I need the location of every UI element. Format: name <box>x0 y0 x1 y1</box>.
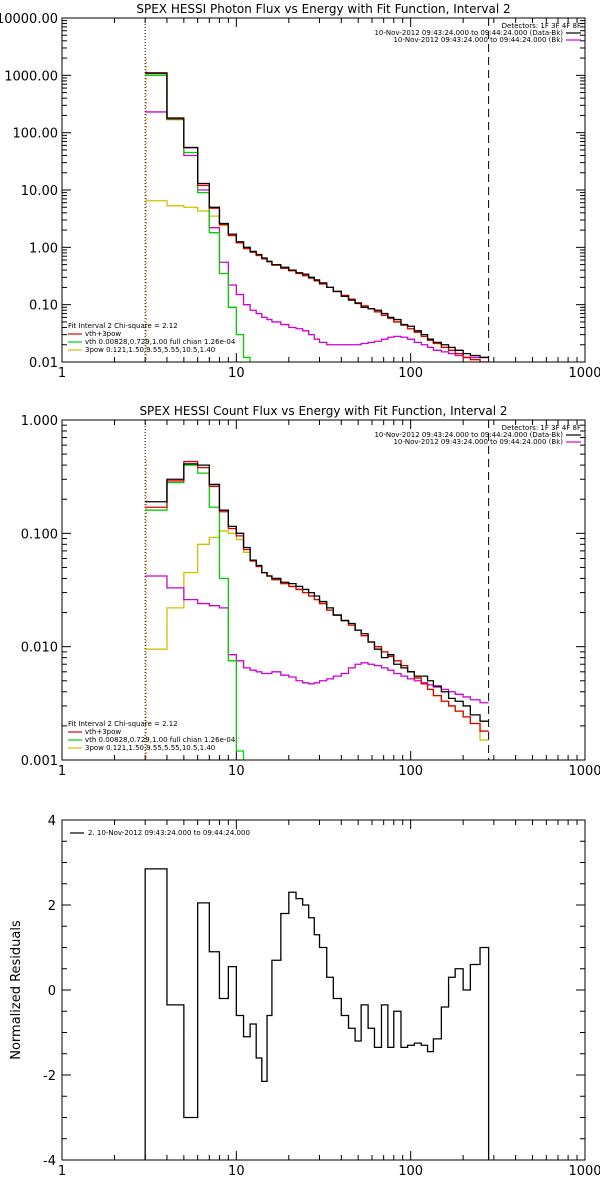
x-tick-label: 10 <box>228 764 245 779</box>
y-tick-label: 1000.00 <box>4 69 58 84</box>
legend-right-entry: Detectors: 1F 3F 4F 8F <box>502 22 581 30</box>
y-tick-label: 1.000 <box>21 414 58 429</box>
legend-left-entry: vth 0.00828,0.729,1.00 full chian 1.26e-… <box>85 736 236 744</box>
chart-panel-2: SPEX HESSI Count Flux vs Energy with Fit… <box>21 404 600 779</box>
series-3pow <box>145 530 489 741</box>
x-tick-label: 1 <box>58 366 66 381</box>
legend-right-entry: 10-Nov-2012 09:43:24.000 to 09:44:24.000… <box>374 431 563 439</box>
y-tick-label: 0.01 <box>29 356 58 371</box>
series-data-bk <box>145 463 489 722</box>
x-tick-label: 1000 <box>568 366 600 381</box>
y-tick-label: 0.100 <box>21 527 58 542</box>
y-tick-label: 10000.00 <box>0 12 58 27</box>
legend-left-entry: vth+3pow <box>85 330 121 338</box>
axes-frame <box>61 419 586 761</box>
legend-left-entry: 3pow 0.121,1.50,9.55,5.55,10.5,1.40 <box>85 346 215 354</box>
y-tick-label: 0.10 <box>29 299 58 314</box>
legend-right-entry: 10-Nov-2012 09:43:24.000 to 09:44:24.000… <box>374 29 563 37</box>
legend-right-entry: Detectors: 1F 3F 4F 8F <box>502 424 581 432</box>
legend-left-entry: 2. 10-Nov-2012 09:43:24.000 to 09:44:24.… <box>88 829 250 837</box>
legend-left-entry: vth+3pow <box>85 728 121 736</box>
legend-left-entry: Fit Interval 2 Chi-square = 2.12 <box>68 322 178 330</box>
y-axis-label: Normalized Residuals <box>9 920 24 1060</box>
x-tick-label: 100 <box>398 764 423 779</box>
y-tick-label: -4 <box>43 1154 56 1169</box>
plot-area <box>144 868 490 1160</box>
legend-left-entry: 3pow 0.121,1.50,9.55,5.55,10.5,1.40 <box>85 744 215 752</box>
series-bk <box>145 575 489 704</box>
y-tick-label: 2 <box>48 899 56 914</box>
chart-panel-3: Normalized Residuals 1 10 100 1000 -4 -2 0 2 4 2. … <box>9 814 600 1179</box>
y-tick-label: 100.00 <box>13 127 59 142</box>
chart-title: SPEX HESSI Photon Flux vs Energy with Fi… <box>136 2 510 16</box>
chart-panel-1: SPEX HESSI Photon Flux vs Energy with Fi… <box>0 2 600 381</box>
axes-frame <box>61 819 586 1161</box>
y-tick-label: 10.00 <box>21 184 58 199</box>
y-tick-label: 4 <box>48 814 56 829</box>
plot-area <box>145 72 489 362</box>
axes-frame <box>61 17 586 363</box>
legend-right-entry: 10-Nov-2012 09:43:24.000 to 09:44:24.000… <box>393 36 563 44</box>
series-2-10-nov-2012-09-43-24-000-to-09-44-24-000 <box>144 868 490 1160</box>
y-tick-label: 1.00 <box>29 241 58 256</box>
chart-title: SPEX HESSI Count Flux vs Energy with Fit… <box>139 404 507 418</box>
series-data-bk <box>145 72 489 359</box>
legend-left-entry: Fit Interval 2 Chi-square = 2.12 <box>68 720 178 728</box>
x-tick-label: 1 <box>58 764 66 779</box>
y-tick-label: 0 <box>48 984 56 999</box>
legend-left-entry: vth 0.00828,0.729,1.00 full chian 1.26e-… <box>85 338 236 346</box>
series-vth <box>145 464 245 760</box>
x-tick-label: 10 <box>228 366 245 381</box>
x-tick-label: 100 <box>398 1164 423 1179</box>
series-bk <box>145 111 489 359</box>
x-tick-label: 1000 <box>568 1164 600 1179</box>
plot-area <box>145 460 489 760</box>
y-tick-label: 0.010 <box>21 641 58 656</box>
x-tick-label: 1000 <box>568 764 600 779</box>
x-tick-label: 100 <box>398 366 423 381</box>
series-vth-3pow <box>145 72 489 362</box>
legend-right-entry: 10-Nov-2012 09:43:24.000 to 09:44:24.000… <box>393 438 563 446</box>
x-tick-label: 1 <box>58 1164 66 1179</box>
x-tick-label: 10 <box>228 1164 245 1179</box>
y-tick-label: -2 <box>43 1069 56 1084</box>
y-tick-label: 0.001 <box>21 754 58 769</box>
